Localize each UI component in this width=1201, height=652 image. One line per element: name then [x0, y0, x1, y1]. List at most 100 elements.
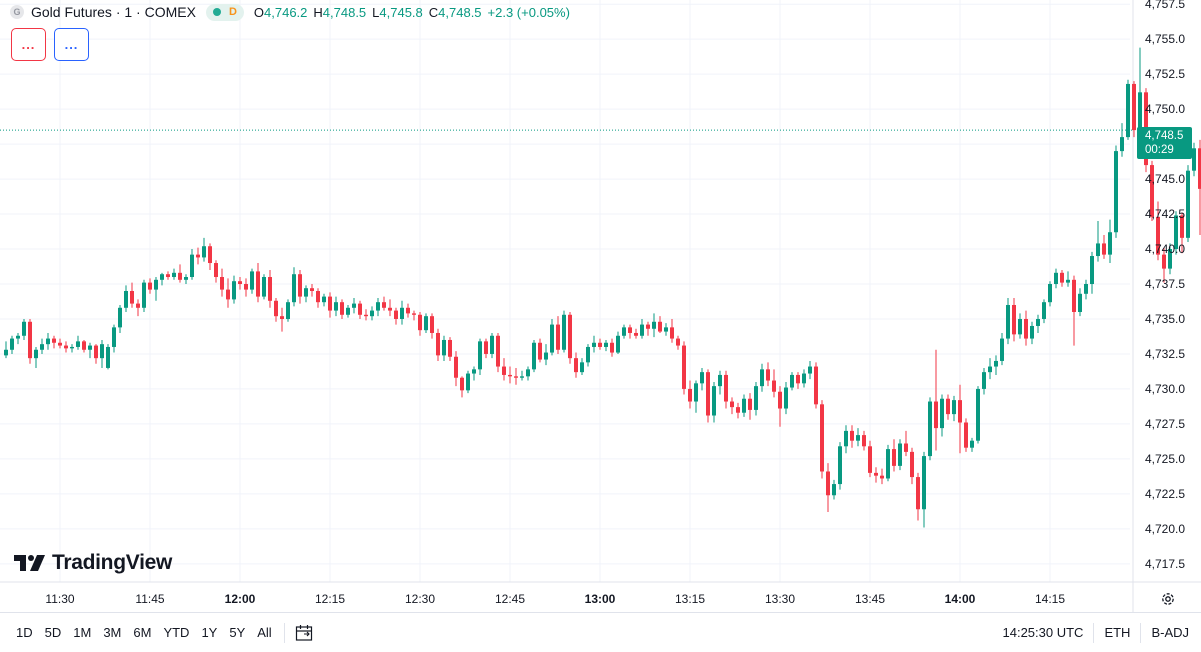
candle: [94, 344, 98, 364]
candle-body: [910, 451, 914, 478]
candle: [1072, 275, 1076, 346]
candle: [526, 366, 530, 381]
candle: [850, 425, 854, 448]
candle: [100, 339, 104, 368]
candle-body: [748, 398, 752, 410]
toolbar-divider: [283, 622, 285, 643]
candle-body: [1030, 325, 1034, 339]
bottom-toolbar: 1D 5D 1M 3M 6M YTD 1Y 5Y All 14:25:30 UT…: [0, 612, 1201, 652]
candle: [484, 338, 488, 359]
candle: [574, 352, 578, 378]
range-5d-button[interactable]: 5D: [44, 624, 62, 640]
candle-body: [286, 302, 290, 319]
range-3m-button[interactable]: 3M: [103, 624, 122, 640]
symbol-title[interactable]: Gold Futures · 1 · COMEX: [31, 4, 196, 20]
range-ytd-button[interactable]: YTD: [163, 624, 190, 640]
candle-body: [442, 339, 446, 356]
gear-icon[interactable]: [1160, 591, 1176, 607]
candle-body: [574, 358, 578, 373]
candle-body: [802, 373, 806, 384]
candle-body: [166, 274, 170, 278]
candle: [928, 397, 932, 461]
candle: [1048, 281, 1052, 307]
candle: [172, 268, 176, 280]
candle-body: [298, 274, 302, 297]
candle: [1102, 235, 1106, 259]
time-tick-label: 12:00: [225, 592, 256, 606]
candle: [1192, 142, 1196, 177]
goto-date-button[interactable]: [293, 622, 315, 644]
candle-body: [784, 387, 788, 409]
price-tick-label: 4,752.5: [1145, 67, 1185, 81]
candle-body: [1054, 272, 1058, 285]
candle-body: [520, 376, 524, 378]
candle-body: [76, 341, 80, 347]
range-1y-button[interactable]: 1Y: [201, 624, 218, 640]
candle: [826, 463, 830, 513]
candle-body: [280, 316, 284, 319]
indicator-menu-button[interactable]: ...: [11, 28, 46, 61]
adjustment-toggle[interactable]: B-ADJ: [1151, 625, 1189, 640]
candle: [592, 335, 596, 353]
indicator-menu-button-secondary[interactable]: ...: [54, 28, 89, 61]
price-chart[interactable]: 4,717.5 4,720.0 4,722.5 4,725.0 4,727.5 4,730…: [0, 0, 1201, 612]
candle-body: [1024, 318, 1028, 339]
candle: [646, 321, 650, 336]
range-6m-button[interactable]: 6M: [133, 624, 152, 640]
price-tick-label: 4,732.5: [1145, 347, 1185, 361]
candle: [214, 260, 218, 283]
candle: [148, 278, 152, 294]
utc-clock[interactable]: 14:25:30 UTC: [1002, 625, 1084, 640]
price-tick-label: 4,720.0: [1145, 522, 1185, 536]
candle: [1162, 247, 1166, 283]
candle-body: [718, 374, 722, 387]
market-open-dot-icon: [212, 8, 221, 16]
candle: [856, 428, 860, 447]
candle: [178, 264, 182, 283]
candle: [64, 341, 68, 353]
range-1d-button[interactable]: 1D: [16, 624, 33, 640]
candle-body: [1150, 165, 1154, 217]
price-axis[interactable]: 4,717.5 4,720.0 4,722.5 4,725.0 4,727.5 4,730…: [1145, 0, 1185, 571]
candle-body: [232, 281, 236, 300]
candle: [22, 318, 26, 340]
candle-body: [124, 291, 128, 308]
candle: [916, 472, 920, 521]
candle-body: [196, 254, 200, 258]
candle-body: [178, 272, 182, 280]
candle: [934, 349, 938, 451]
range-5y-button[interactable]: 5Y: [229, 624, 246, 640]
candle-body: [790, 374, 794, 388]
candle: [772, 369, 776, 398]
candle: [52, 335, 56, 349]
time-tick-label: 14:15: [1035, 592, 1065, 606]
candle: [808, 360, 812, 380]
market-status-badge[interactable]: D: [205, 3, 244, 21]
range-all-button[interactable]: All: [257, 624, 272, 640]
ohlc-values: O4,746.2 H4,748.5 L4,745.8 C4,748.5: [254, 5, 482, 20]
candle-body: [658, 321, 662, 332]
candle: [82, 339, 86, 353]
candle: [394, 307, 398, 325]
session-toggle[interactable]: ETH: [1104, 625, 1131, 640]
candle: [538, 338, 542, 363]
range-1m-button[interactable]: 1M: [73, 624, 92, 640]
candle-body: [982, 372, 986, 389]
candle-body: [1084, 284, 1088, 294]
candle-body: [496, 335, 500, 367]
candle-body: [376, 302, 380, 311]
candle: [580, 358, 584, 375]
calendar-icon: [295, 624, 312, 641]
candle: [688, 380, 692, 409]
time-axis[interactable]: 11:30 11:45 12:00 12:15 12:30 12:45 13:00 13:15…: [45, 592, 1065, 606]
candle: [1138, 47, 1142, 135]
candle: [244, 278, 248, 297]
price-tick-label: 4,730.0: [1145, 382, 1185, 396]
candle: [316, 288, 320, 308]
candle-body: [1138, 92, 1142, 131]
candle: [106, 344, 110, 370]
candle-body: [322, 296, 326, 303]
price-tick-label: 4,735.0: [1145, 312, 1185, 326]
candle-body: [262, 277, 266, 297]
candle: [502, 358, 506, 381]
